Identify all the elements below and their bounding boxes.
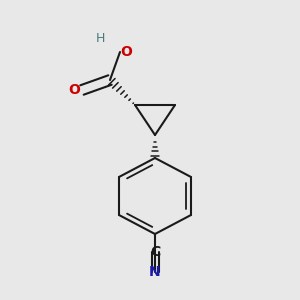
Text: O: O <box>120 45 132 59</box>
Text: C: C <box>150 245 160 259</box>
Text: N: N <box>149 265 161 279</box>
Text: H: H <box>95 32 105 44</box>
Text: O: O <box>68 83 80 97</box>
